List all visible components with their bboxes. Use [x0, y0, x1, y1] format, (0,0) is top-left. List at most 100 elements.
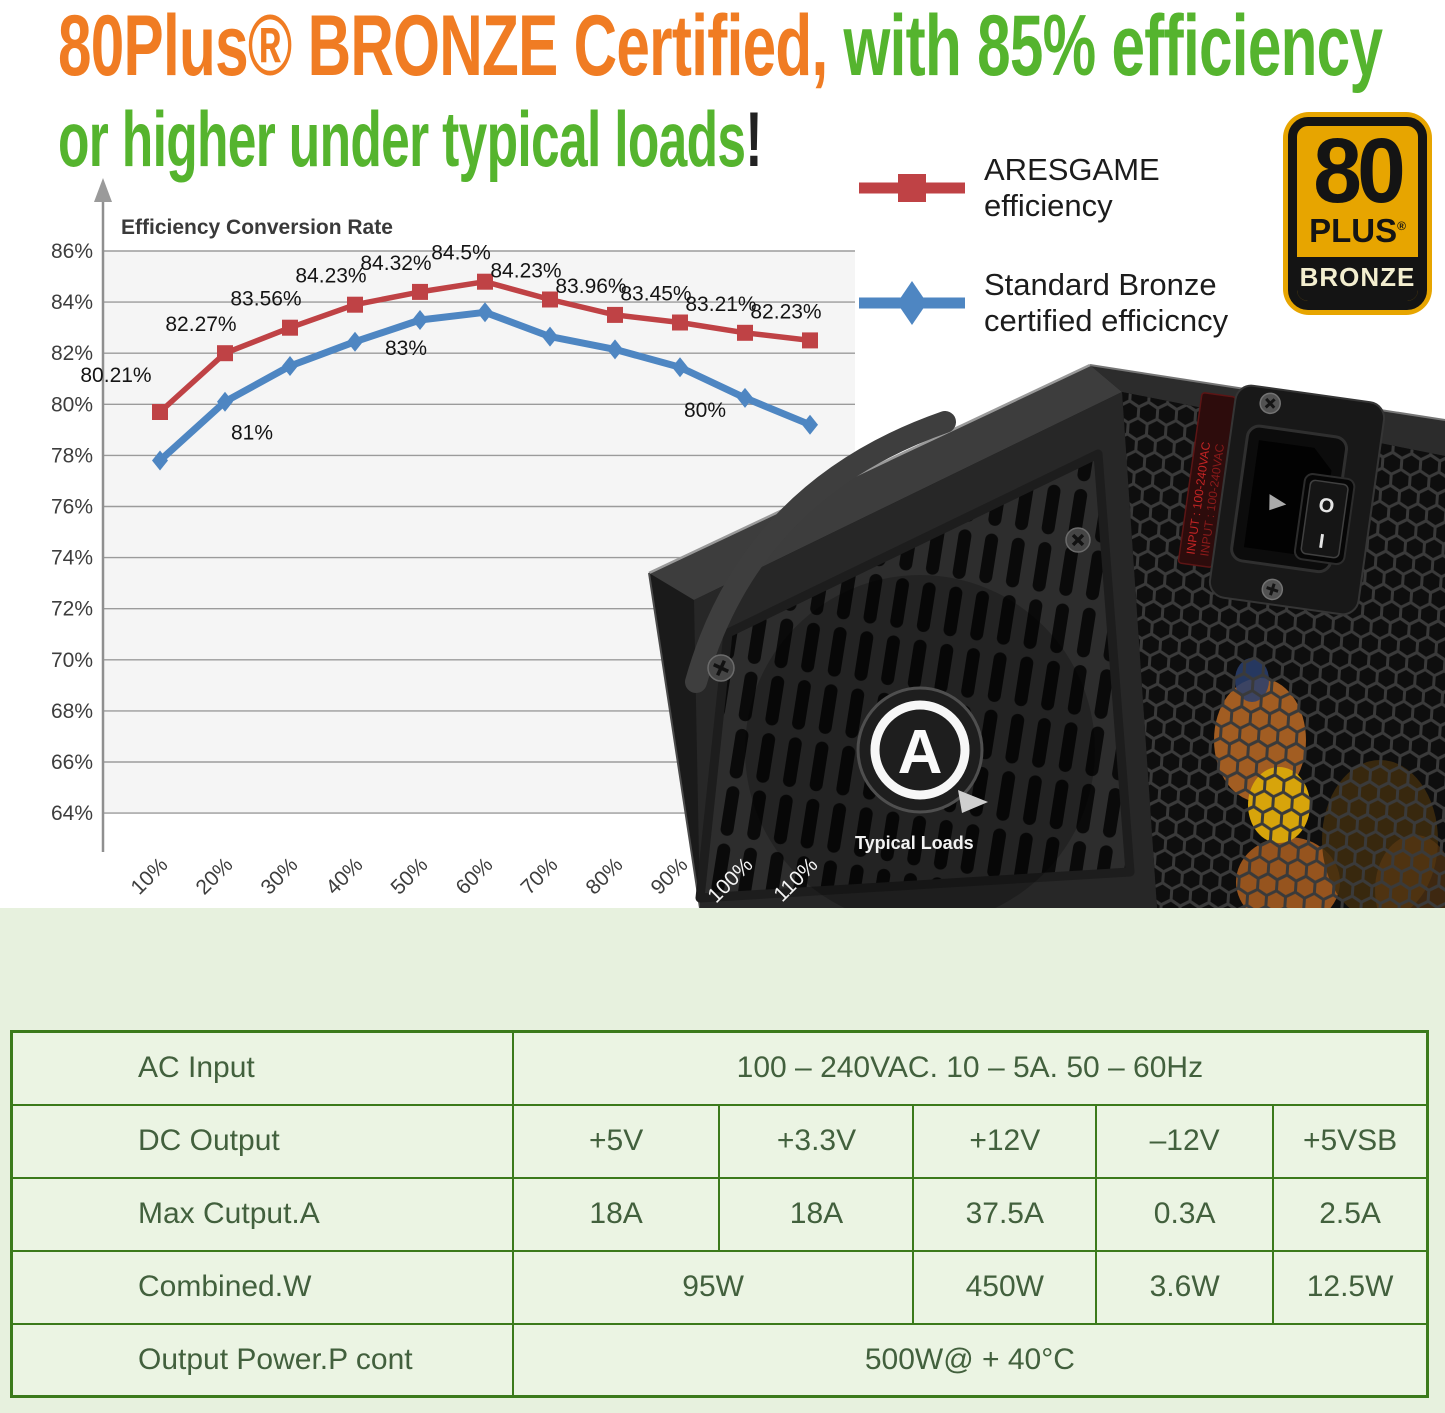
spec-value: 37.5A: [912, 1176, 1098, 1252]
square-marker-icon: [477, 273, 493, 290]
diamond-marker-icon: [802, 414, 818, 435]
spec-value: 100 – 240VAC. 10 – 5A. 50 – 60Hz: [511, 1030, 1429, 1106]
spec-value: –12V: [1095, 1103, 1275, 1179]
spec-value: 18A: [718, 1176, 915, 1252]
data-label: 83.21%: [685, 293, 756, 316]
data-label: 83%: [385, 337, 427, 360]
spec-label: Output Power.P cont: [10, 1322, 514, 1398]
y-tick-label: 86%: [51, 240, 93, 263]
spec-table-body: AC Input 100 – 240VAC. 10 – 5A. 50 – 60Hz…: [10, 1030, 1429, 1398]
y-tick-label: 76%: [51, 496, 93, 519]
80plus-bronze-badge: 80 PLUS® BRONZE: [1283, 112, 1432, 315]
headline-line1-orange: 80Plus® BRONZE Certified,: [58, 0, 828, 94]
y-tick-label: 82%: [51, 342, 93, 365]
legend-item-aresgame: ARESGAME efficiency: [856, 152, 1228, 223]
spec-label: DC Output: [10, 1103, 514, 1179]
table-row: Max Cutput.A 18A 18A 37.5A 0.3A 2.5A: [10, 1176, 1429, 1252]
data-label: 80.21%: [80, 364, 151, 387]
diamond-marker-icon: [737, 387, 753, 408]
square-marker-icon: [542, 291, 558, 308]
table-row: AC Input 100 – 240VAC. 10 – 5A. 50 – 60Hz: [10, 1030, 1429, 1106]
axis-arrow-icon: [94, 178, 112, 202]
square-marker-icon: [217, 345, 233, 362]
spec-value: +12V: [912, 1103, 1098, 1179]
spec-label: AC Input: [10, 1030, 514, 1106]
spec-value: 18A: [511, 1176, 721, 1252]
table-row: Combined.W 95W 450W 3.6W 12.5W: [10, 1249, 1429, 1325]
registered-mark-icon: ®: [1397, 219, 1406, 234]
diamond-marker-icon: [152, 450, 168, 471]
y-tick-label: 66%: [51, 751, 93, 774]
y-tick-label: 84%: [51, 291, 93, 314]
data-label: 84.23%: [295, 265, 366, 288]
psu-ac-inlet-assembly: O I: [1208, 384, 1386, 616]
y-tick-label: 64%: [51, 802, 93, 825]
spec-label: Max Cutput.A: [10, 1176, 514, 1252]
logo-letter: A: [898, 718, 943, 787]
table-row: Output Power.P cont 500W@ + 40°C: [10, 1322, 1429, 1398]
headline-line2: or higher under typical loads!: [58, 99, 1307, 180]
headline-exclamation: !: [745, 95, 762, 184]
diamond-marker-icon: [672, 357, 688, 378]
legend-label: Standard Bronze certified efficicncy: [984, 267, 1229, 338]
blue-diamond-line-marker-icon: [859, 280, 965, 325]
badge-number: 80: [1313, 120, 1406, 222]
data-label: 84.5%: [431, 242, 491, 265]
data-label: 82.23%: [750, 300, 821, 323]
spec-section: AC Input 100 – 240VAC. 10 – 5A. 50 – 60Hz…: [0, 908, 1445, 1413]
headline-line2-green: or higher under typical loads: [58, 95, 746, 184]
square-marker-icon: [282, 319, 298, 336]
spec-value: 500W@ + 40°C: [511, 1322, 1429, 1398]
data-label: 84.32%: [360, 252, 431, 275]
data-label: 80%: [684, 399, 726, 422]
spec-value: 12.5W: [1272, 1249, 1429, 1325]
switch-on-symbol: I: [1317, 531, 1326, 554]
spec-value: +3.3V: [718, 1103, 915, 1179]
aresgame-logo-icon: A: [856, 686, 988, 814]
y-tick-label: 80%: [51, 393, 93, 416]
diamond-marker-icon: [477, 302, 493, 323]
chart-title: Efficiency Conversion Rate: [121, 216, 393, 239]
headline-line1-green: with 85% efficiency: [827, 0, 1383, 94]
diamond-marker-icon: [412, 310, 428, 330]
badge-inner: 80 PLUS® BRONZE: [1288, 117, 1427, 310]
diamond-marker-icon: [217, 391, 233, 412]
spec-value: 2.5A: [1272, 1176, 1429, 1252]
diamond-marker-icon: [542, 326, 558, 347]
y-tick-label: 72%: [51, 598, 93, 621]
table-row: DC Output +5V +3.3V +12V –12V +5VSB: [10, 1103, 1429, 1179]
spec-value: 95W: [511, 1249, 915, 1325]
spec-value: 3.6W: [1095, 1249, 1275, 1325]
diamond-marker-icon: [282, 356, 298, 376]
data-label: 83.96%: [555, 275, 626, 298]
screw-icon: [707, 654, 735, 682]
red-square-line-marker-icon: [859, 173, 965, 202]
badge-plus-label: PLUS®: [1309, 212, 1406, 250]
data-label: 82.27%: [165, 313, 236, 336]
square-marker-icon: [737, 324, 753, 341]
data-label: 81%: [231, 422, 273, 445]
legend-label: ARESGAME efficiency: [984, 152, 1160, 223]
switch-off-symbol: O: [1317, 494, 1335, 518]
typical-loads-label: Typical Loads: [855, 833, 974, 853]
power-rocker-switch[interactable]: [1300, 479, 1349, 559]
spec-value: +5V: [511, 1103, 721, 1179]
spec-value: +5VSB: [1272, 1103, 1429, 1179]
square-marker-icon: [672, 314, 688, 331]
square-marker-icon: [802, 332, 818, 349]
headline: 80Plus® BRONZE Certified, with 85% effic…: [58, 0, 1445, 181]
data-label: 84.23%: [490, 260, 561, 283]
y-tick-label: 78%: [51, 444, 93, 467]
spec-table: AC Input 100 – 240VAC. 10 – 5A. 50 – 60Hz…: [10, 1030, 1429, 1398]
square-marker-icon: [347, 296, 363, 313]
psu-fan-grill: [695, 449, 1135, 903]
headline-line1: 80Plus® BRONZE Certified, with 85% effic…: [58, 0, 1383, 94]
screw-icon: [1259, 392, 1281, 415]
spec-label: Combined.W: [10, 1249, 514, 1325]
square-marker-icon: [152, 404, 168, 420]
data-label: 83.45%: [620, 283, 691, 306]
data-label: 83.56%: [230, 288, 301, 311]
diamond-marker-icon: [607, 339, 623, 360]
efficiency-chart: 86% 84% 82% 80% 78% 76% 74% 72% 70% 68% 66% 64% Effi…: [51, 178, 855, 852]
y-tick-label: 74%: [51, 547, 93, 570]
